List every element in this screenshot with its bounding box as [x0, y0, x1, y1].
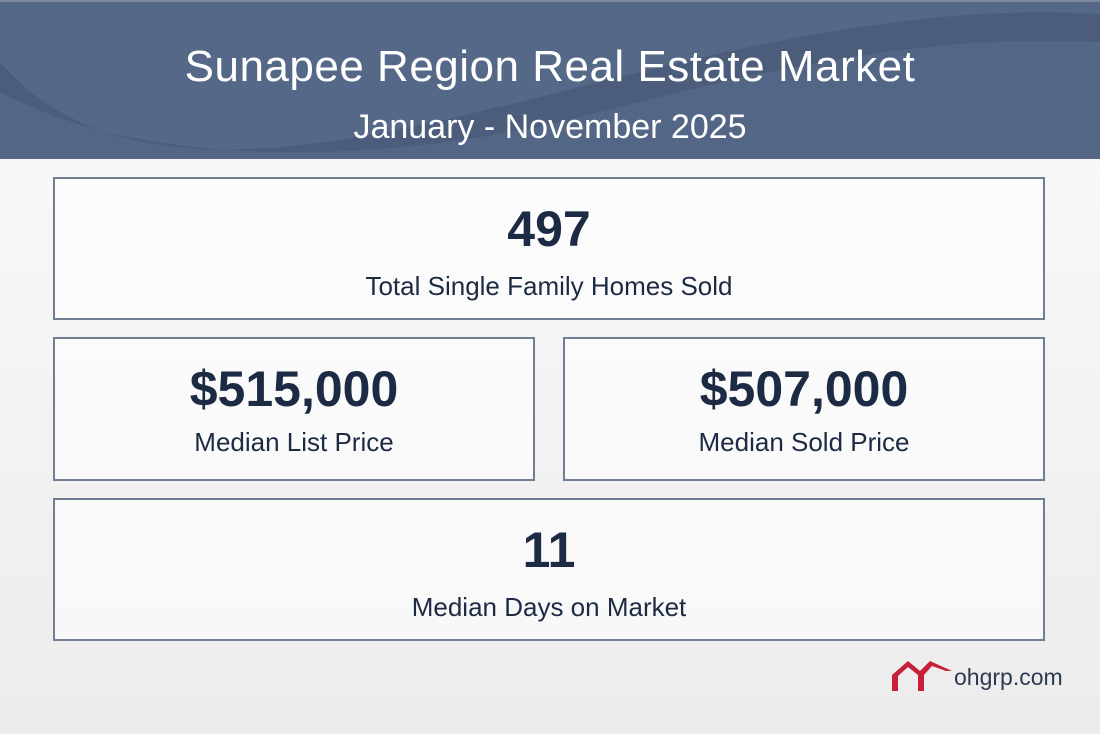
header-banner: Sunapee Region Real Estate Market Januar…	[0, 0, 1100, 159]
stat-value: 11	[522, 522, 576, 578]
logo-text: ohgrp.com	[954, 663, 1063, 690]
page-subtitle: January - November 2025	[353, 108, 747, 146]
stat-value: 497	[507, 201, 591, 257]
page-title: Sunapee Region Real Estate Market	[184, 42, 916, 91]
stat-value: $507,000	[699, 361, 909, 417]
stat-label: Median Days on Market	[411, 592, 687, 622]
stat-card-median-sold-price: $507,000 Median Sold Price	[563, 337, 1045, 481]
stat-label: Median List Price	[194, 427, 394, 457]
stat-card-days-on-market: 11 Median Days on Market	[53, 498, 1045, 641]
stat-card-median-list-price: $515,000 Median List Price	[53, 337, 535, 481]
logo: ohgrp.com	[890, 655, 1063, 693]
house-logo-icon	[892, 661, 952, 691]
stat-label: Median Sold Price	[698, 427, 910, 457]
stat-value: $515,000	[189, 361, 399, 417]
stat-card-homes-sold: 497 Total Single Family Homes Sold	[53, 177, 1045, 320]
stat-label: Total Single Family Homes Sold	[365, 271, 733, 301]
wave-decoration	[0, 2, 1100, 153]
